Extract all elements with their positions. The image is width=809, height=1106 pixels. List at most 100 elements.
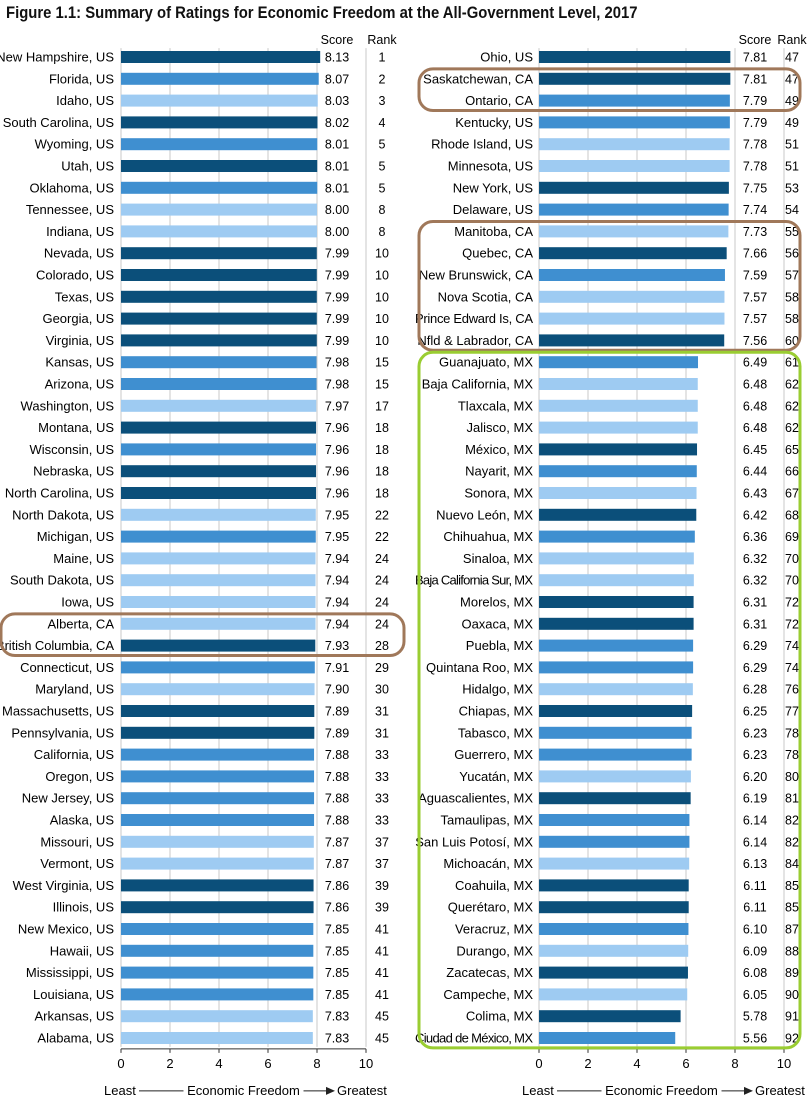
- rank-label: 60: [785, 334, 799, 348]
- score-label: 8.00: [325, 203, 349, 217]
- highlight-box: [417, 220, 802, 352]
- row-label: Tlaxcala, MX: [458, 398, 533, 413]
- row-label: Tabasco, MX: [458, 725, 533, 740]
- score-column-header: Score: [321, 33, 354, 47]
- score-label: 7.97: [325, 399, 349, 413]
- rank-label: 18: [375, 465, 389, 479]
- chart-panel-right: Score Rank Ohio, US 7.81 47 Saskatchewan, CA 7…: [415, 33, 807, 1098]
- row-label: New York, US: [453, 180, 534, 195]
- bar: [539, 923, 689, 935]
- row-label: Michigan, US: [37, 529, 115, 544]
- rank-label: 1: [379, 51, 386, 65]
- row-label: Georgia, US: [42, 311, 114, 326]
- row-label: Yucatán, MX: [459, 769, 533, 784]
- row-label: Alabama, US: [37, 1031, 114, 1046]
- score-label: 7.96: [325, 421, 349, 435]
- row-label: Minnesota, US: [448, 159, 534, 174]
- x-tick-label: 8: [313, 1056, 320, 1071]
- bar: [121, 487, 317, 499]
- rank-label: 30: [375, 683, 389, 697]
- bar: [539, 334, 725, 347]
- row-label: Montana, US: [38, 420, 114, 435]
- row-label: México, MX: [465, 442, 533, 457]
- score-label: 6.29: [743, 639, 767, 653]
- bar: [121, 269, 317, 281]
- rank-label: 92: [785, 1032, 799, 1046]
- score-label: 7.88: [325, 792, 349, 806]
- score-label: 6.36: [743, 530, 767, 544]
- score-label: 7.89: [325, 726, 349, 740]
- score-label: 7.78: [743, 160, 767, 174]
- bar: [121, 966, 314, 979]
- row-label: Mississippi, US: [26, 965, 114, 980]
- rank-label: 37: [375, 835, 389, 849]
- rank-label: 67: [785, 487, 799, 501]
- row-label: Massachusetts, US: [2, 704, 114, 719]
- row-label: Ciudad de México, MX: [415, 1031, 533, 1046]
- axis-caption-title: Economic Freedom: [605, 1083, 718, 1098]
- bar: [539, 181, 729, 194]
- score-label: 6.13: [743, 857, 767, 871]
- figure-title: Figure 1.1: Summary of Ratings for Econo…: [6, 4, 638, 22]
- score-label: 7.87: [325, 835, 349, 849]
- row-label: Nevada, US: [44, 246, 114, 261]
- bar: [121, 508, 316, 521]
- rank-label: 24: [375, 552, 389, 566]
- bar: [121, 530, 316, 543]
- score-label: 7.90: [325, 683, 349, 697]
- score-label: 7.99: [325, 290, 349, 304]
- row-label: Guanajuato, MX: [439, 355, 533, 370]
- row-label: Nayarit, MX: [465, 464, 533, 479]
- rank-label: 81: [785, 792, 799, 806]
- row-label: Hidalgo, MX: [462, 682, 533, 697]
- rank-label: 85: [785, 879, 799, 893]
- score-column-header: Score: [739, 33, 772, 47]
- score-label: 7.57: [743, 290, 767, 304]
- bar: [539, 421, 698, 434]
- bar: [121, 465, 317, 478]
- rank-label: 77: [785, 705, 799, 719]
- rank-label: 39: [375, 879, 389, 893]
- row-label: Chiapas, MX: [459, 704, 534, 719]
- rank-label: 10: [375, 334, 389, 348]
- row-label: Nebraska, US: [33, 464, 114, 479]
- score-label: 7.99: [325, 334, 349, 348]
- score-label: 7.83: [325, 1010, 349, 1024]
- x-tick-label: 8: [731, 1056, 738, 1071]
- row-label: North Dakota, US: [12, 507, 114, 522]
- rank-label: 88: [785, 944, 799, 958]
- score-label: 8.07: [325, 72, 349, 86]
- bar: [121, 203, 317, 216]
- bar: [539, 835, 690, 848]
- score-label: 7.85: [325, 944, 349, 958]
- bar: [539, 290, 725, 303]
- row-label: Indiana, US: [46, 224, 114, 239]
- highlight-box: [417, 350, 802, 1050]
- row-label: Kansas, US: [45, 355, 114, 370]
- bar: [121, 94, 318, 107]
- score-label: 6.11: [743, 879, 766, 893]
- bar: [121, 116, 318, 129]
- axis-caption-greatest: Greatest: [755, 1083, 805, 1098]
- score-label: 8.01: [325, 181, 349, 195]
- rank-label: 62: [785, 378, 799, 392]
- rank-label: 22: [375, 508, 389, 522]
- bar: [121, 443, 317, 456]
- score-label: 7.95: [325, 508, 349, 522]
- score-label: 7.89: [325, 705, 349, 719]
- bar: [121, 596, 316, 608]
- score-label: 6.14: [743, 814, 767, 828]
- row-label: Durango, MX: [456, 943, 533, 958]
- score-label: 7.94: [325, 552, 349, 566]
- rank-label: 41: [375, 944, 389, 958]
- row-label: New Jersey, US: [22, 791, 115, 806]
- x-tick-label: 2: [584, 1056, 591, 1071]
- rank-label: 15: [375, 378, 389, 392]
- row-label: Oklahoma, US: [29, 180, 114, 195]
- bar: [121, 748, 315, 761]
- rank-label: 70: [785, 574, 799, 588]
- bar: [539, 1010, 681, 1023]
- bar: [539, 944, 689, 957]
- rank-label: 33: [375, 814, 389, 828]
- rank-label: 18: [375, 487, 389, 501]
